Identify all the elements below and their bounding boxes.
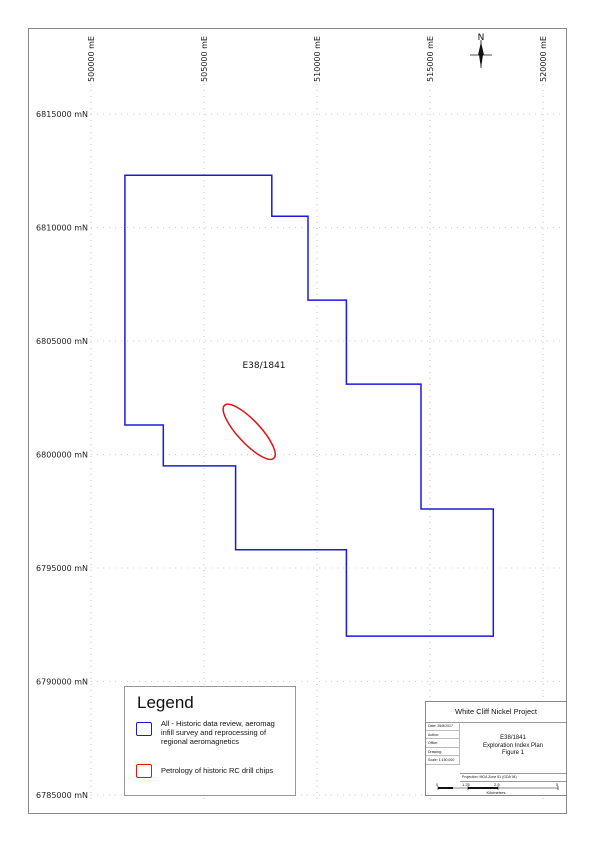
scale-bar: 0 1.25 2.5 5 Kilometres (426, 782, 566, 796)
field-drawing: Drawing: (426, 747, 460, 756)
petrology-area (222, 403, 276, 461)
figure-title-line-2: Exploration Index Plan (482, 742, 544, 749)
legend-item-survey: All - Historic data review, aeromag infi… (161, 719, 275, 746)
figure-title: E38/1841 Exploration Index Plan Figure 1 (460, 722, 566, 774)
scale-tick-0: 0 (436, 782, 439, 787)
tenement-label: E38/1841 (242, 361, 285, 371)
easting-label: 510000 mE (313, 36, 322, 82)
projection-note: Projection: MGA Zone 51 (GDA 94) (460, 773, 566, 782)
field-office: Office: (426, 739, 460, 748)
northing-label: 6815000 mN (36, 110, 88, 119)
northing-label: 6810000 mN (36, 224, 88, 233)
north-arrow-icon (470, 40, 492, 68)
legend: Legend All - Historic data review, aerom… (124, 686, 296, 796)
map-frame (28, 28, 567, 814)
northing-label: 6785000 mN (36, 791, 88, 800)
north-arrow-label: N (478, 33, 485, 43)
scale-tick-3: 5 (556, 782, 559, 787)
project-name: White Cliff Nickel Project (426, 702, 566, 723)
field-date: Date: 25/8/2017 (426, 722, 460, 731)
easting-label: 520000 mE (539, 36, 548, 82)
scale-tick-1: 1.25 (462, 782, 470, 787)
northing-label: 6805000 mN (36, 337, 88, 346)
field-scale: Scale: 1:150,000 (426, 756, 460, 765)
scale-bar-graphic (437, 786, 559, 790)
title-block-fields: Date: 25/8/2017 Author: Office: Drawing:… (426, 722, 460, 765)
legend-swatch-blue (136, 722, 152, 736)
scale-units: Kilometres (486, 790, 506, 795)
northing-label: 6795000 mN (36, 564, 88, 573)
scale-tick-2: 2.5 (494, 782, 500, 787)
figure-title-line-3: Figure 1 (501, 750, 524, 756)
title-block: White Cliff Nickel Project Date: 25/8/20… (425, 701, 567, 796)
northing-label: 6790000 mN (36, 678, 88, 687)
easting-label: 515000 mE (426, 36, 435, 82)
easting-label: 500000 mE (87, 36, 96, 82)
legend-title: Legend (137, 693, 194, 712)
field-author: Author: (426, 730, 460, 739)
northing-label: 6800000 mN (36, 451, 88, 460)
legend-swatch-red (136, 764, 152, 778)
figure-title-line-1: E38/1841 (500, 735, 526, 741)
easting-label: 505000 mE (200, 36, 209, 82)
legend-item-petrology: Petrology of historic RC drill chips (161, 766, 274, 775)
tenement-boundary (124, 174, 495, 637)
